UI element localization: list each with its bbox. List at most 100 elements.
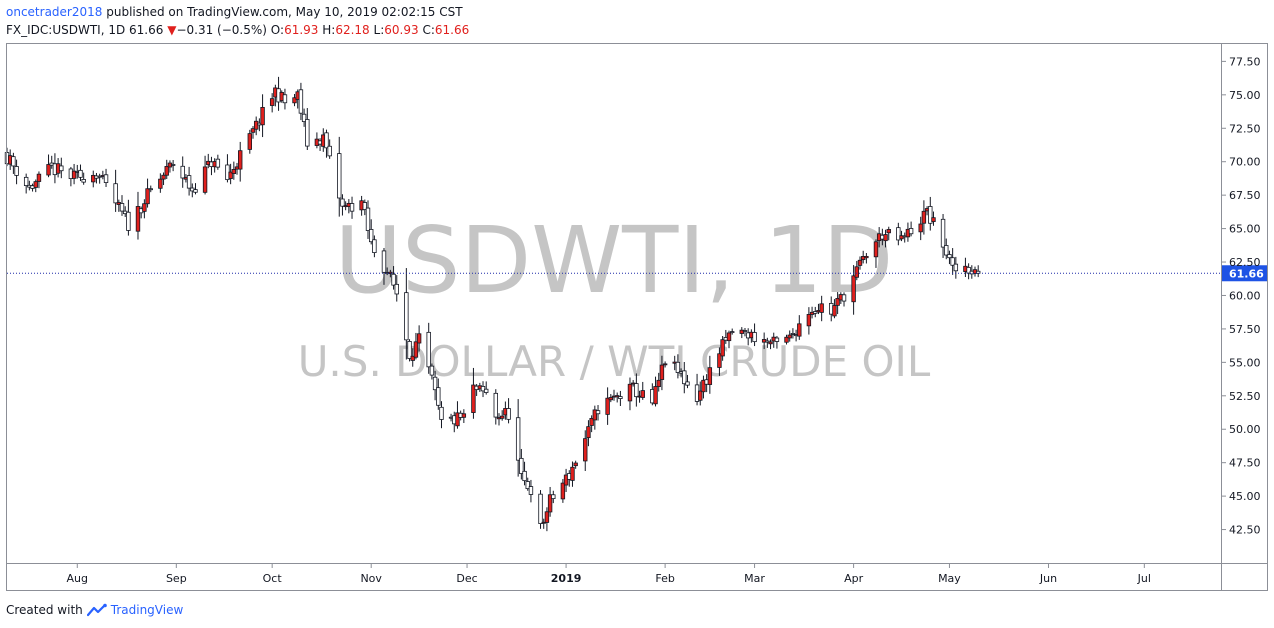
ohlc-legend: FX_IDC:USDWTI, 1D 61.66 ▼−0.31 (−0.5%) O… [6,23,469,37]
candle-body [416,333,422,344]
tradingview-link[interactable]: TradingView [86,603,183,617]
change-value: −0.31 (−0.5%) [176,23,267,37]
candle-body [515,417,521,461]
candle [896,222,901,246]
candle [362,199,368,216]
candle [484,381,489,395]
watermark-subtitle: U.S. DOLLAR / WTI CRUDE OIL [298,337,931,386]
candle [589,415,594,433]
candle-body [886,229,891,234]
candle-body [662,363,668,366]
candle-body [547,494,553,513]
candle [471,367,476,419]
candle [410,348,415,367]
candle-body [573,462,578,467]
candle [774,335,780,349]
candle-body [164,166,169,176]
candle [301,108,307,127]
x-tick-label: Aug [67,572,88,585]
x-tick-label: Feb [655,572,674,585]
candle [480,381,486,398]
candle-body [835,297,840,306]
candle-body [698,390,703,401]
candle [563,468,569,493]
candle-body [730,331,735,333]
x-tick-label: May [938,572,961,585]
candle [337,136,342,217]
candle-body [186,175,192,189]
candle [81,172,86,185]
candle-body [231,168,237,174]
candle [573,460,578,469]
candle-body [103,174,109,183]
y-tick-label: 65.00 [1229,223,1261,236]
candle [394,275,399,302]
candle-body [148,188,153,191]
candle [752,323,757,347]
candle [298,82,304,121]
candle [180,156,185,188]
candle-body [841,294,847,302]
candle [228,163,233,185]
candle-body [720,339,725,357]
candle-body [161,174,166,180]
candle-body [324,132,329,149]
published-text: published on TradingView.com, May 10, 20… [106,5,463,19]
candle-body [292,97,297,104]
candle [595,405,601,421]
candle-body [301,113,307,123]
candle [193,183,198,195]
candle [538,490,543,529]
candle-body [269,98,275,106]
x-tick-label: Oct [263,572,283,585]
candle [950,248,955,275]
candle [340,194,345,216]
candle-body [91,174,96,183]
candle [59,157,64,179]
candle-body [305,119,310,147]
candle [841,292,847,307]
candle-body [774,337,780,342]
last-price-line: 61.66 [7,265,1267,282]
candle-body [634,383,639,398]
candle-body [81,179,86,183]
candle [305,108,310,151]
candle [439,401,444,429]
watermark-title: USDWTI, 1D [335,207,894,314]
candle [583,430,588,471]
candle-body [282,94,288,104]
candle-body [806,314,812,327]
candle-body [896,227,901,241]
candle-body [145,188,150,205]
y-axis: 77.50 75.00 72.50 70.00 67.50 65.00 62.50 60.00… [1221,55,1261,537]
candle-body [126,211,131,231]
candle [835,292,840,315]
x-tick-label: Mar [744,572,765,585]
x-tick-label: Apr [844,572,864,585]
candle-body [362,202,368,210]
candle [71,163,77,185]
candle-body [944,245,949,256]
candle [170,159,176,172]
candle-body [675,361,681,373]
author-link[interactable]: oncetrader2018 [6,5,103,19]
candle-body [583,438,588,462]
high-label: H: [322,23,336,37]
candle [883,229,888,248]
candle-body [707,367,713,385]
candle [247,129,252,154]
x-axis: Aug Sep Oct Nov Dec 2019 Feb Mar Apr May Jun Jul [67,563,1151,585]
candle [432,370,438,401]
candle [682,362,687,394]
candle-body [717,353,722,368]
candle-body [394,283,399,295]
candle-body [461,413,467,418]
candle [947,250,952,265]
candle-body [426,331,431,368]
candle [560,479,566,503]
candle [404,268,409,360]
x-tick-label: Jul [1137,572,1151,585]
candle-body [247,133,252,150]
candle-body [908,228,914,235]
